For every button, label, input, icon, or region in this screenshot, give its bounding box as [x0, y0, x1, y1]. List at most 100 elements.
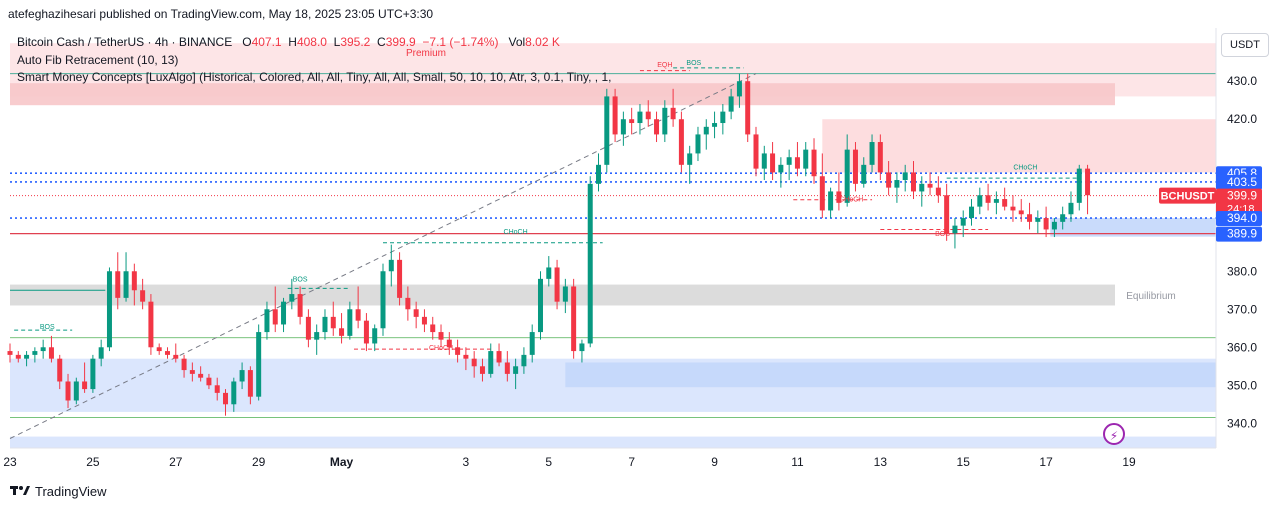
candle-body	[98, 347, 104, 359]
candle-body	[886, 172, 892, 188]
open-label: O	[242, 35, 252, 49]
candle	[612, 88, 618, 143]
currency-button[interactable]: USDT	[1221, 33, 1269, 57]
candle-body	[877, 142, 883, 173]
candle-body	[164, 351, 170, 355]
candle-body	[852, 149, 858, 184]
candle	[554, 259, 560, 310]
demand-zone	[565, 362, 1216, 388]
price-tick-label: 370.0	[1227, 302, 1257, 316]
structure-label: BOS	[40, 324, 55, 331]
candle-body	[620, 119, 626, 135]
candle	[629, 107, 635, 135]
structure-label: BOS	[293, 277, 308, 284]
candle-body	[90, 358, 96, 390]
candle	[339, 313, 345, 344]
candle-body	[223, 392, 229, 405]
candle-body	[65, 381, 71, 401]
candle	[1035, 210, 1041, 234]
candle	[247, 366, 253, 405]
candle	[198, 366, 204, 382]
candle-body	[695, 134, 701, 154]
candle	[106, 267, 112, 352]
candle	[413, 301, 419, 329]
symbol-name: Bitcoin Cash / TetherUS · 4h · BINANCE	[17, 35, 233, 49]
indicator-fib-legend[interactable]: Auto Fib Retracement (10, 13)	[17, 53, 179, 67]
candle	[786, 149, 792, 181]
publisher-header: atefeghazihesari published on TradingVie…	[8, 7, 434, 21]
time-tick-label: 27	[169, 455, 183, 469]
candle	[438, 324, 444, 348]
symbol-badge: BCHUSDT	[1161, 191, 1215, 203]
price-tick-label: 340.0	[1227, 416, 1257, 430]
candle-body	[546, 267, 552, 279]
candle-body	[969, 206, 975, 219]
candle-body	[670, 107, 676, 120]
candle-body	[156, 347, 162, 352]
candle-body	[944, 195, 950, 234]
time-tick-label: 17	[1039, 455, 1053, 469]
candle	[173, 343, 179, 363]
candle-body	[496, 351, 502, 363]
equilibrium-label: Equilibrium	[1126, 291, 1175, 302]
low-label: L	[333, 35, 341, 49]
candle	[82, 362, 88, 393]
candle	[919, 176, 925, 207]
candle	[562, 278, 568, 314]
candle-body	[894, 180, 900, 188]
candle-body	[604, 96, 610, 165]
candle	[123, 252, 129, 302]
candle-body	[24, 354, 30, 359]
level-price-label: 389.9	[1227, 227, 1257, 241]
structure-label: CHoCH	[1013, 164, 1037, 171]
candle	[264, 301, 270, 340]
candle-body	[828, 191, 834, 211]
premium-zone-core	[10, 83, 1115, 106]
level-lines	[9, 73, 1216, 439]
fib-trend-line	[9, 73, 757, 439]
candle-body	[811, 149, 817, 177]
discount-zone-low	[10, 436, 1216, 448]
candle	[969, 199, 975, 226]
candle-body	[57, 358, 63, 382]
candle-body	[305, 316, 311, 340]
structure-lines	[14, 67, 1080, 350]
candle	[645, 100, 651, 127]
candle-body	[703, 126, 709, 135]
indicator-smc-legend[interactable]: Smart Money Concepts [LuxAlgo] (Historic…	[17, 70, 612, 84]
candle	[587, 176, 593, 348]
candle	[388, 244, 394, 287]
candle	[670, 88, 676, 127]
candle	[712, 111, 718, 139]
candle	[322, 309, 328, 340]
candle-body	[1085, 168, 1091, 196]
equilibrium-zone	[10, 284, 1115, 306]
candle-body	[596, 164, 602, 184]
candle-body	[355, 309, 361, 321]
candle	[794, 142, 800, 177]
candle	[811, 138, 817, 184]
candle-body	[347, 309, 353, 336]
lightning-icon[interactable]: ⚡	[1103, 423, 1125, 445]
candle	[993, 191, 999, 215]
candle-body	[678, 119, 684, 165]
candle-body	[7, 351, 13, 355]
candle	[397, 252, 403, 306]
candle-body	[181, 358, 187, 371]
candle	[347, 301, 353, 340]
premium-label: Premium	[406, 48, 446, 59]
candle	[156, 343, 162, 355]
candle-body	[363, 320, 369, 344]
candle	[430, 316, 436, 340]
candle-body	[753, 134, 759, 169]
candle	[546, 256, 552, 287]
candle-body	[1076, 168, 1082, 203]
candle-body	[405, 297, 411, 310]
candle	[770, 142, 776, 181]
candle	[504, 351, 510, 382]
candle	[662, 100, 668, 143]
supply-zone	[822, 119, 1216, 173]
candle	[181, 354, 187, 378]
symbol-legend[interactable]: Bitcoin Cash / TetherUS · 4h · BINANCE O…	[17, 35, 560, 49]
